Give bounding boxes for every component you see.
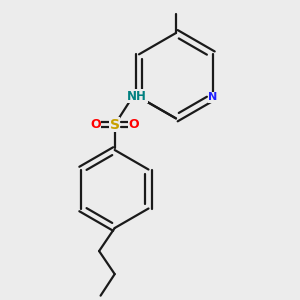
Text: N: N bbox=[134, 92, 144, 102]
Text: NH: NH bbox=[127, 90, 147, 103]
Text: O: O bbox=[90, 118, 101, 131]
Text: S: S bbox=[110, 118, 120, 132]
Text: O: O bbox=[129, 118, 139, 131]
Text: N: N bbox=[208, 92, 217, 102]
